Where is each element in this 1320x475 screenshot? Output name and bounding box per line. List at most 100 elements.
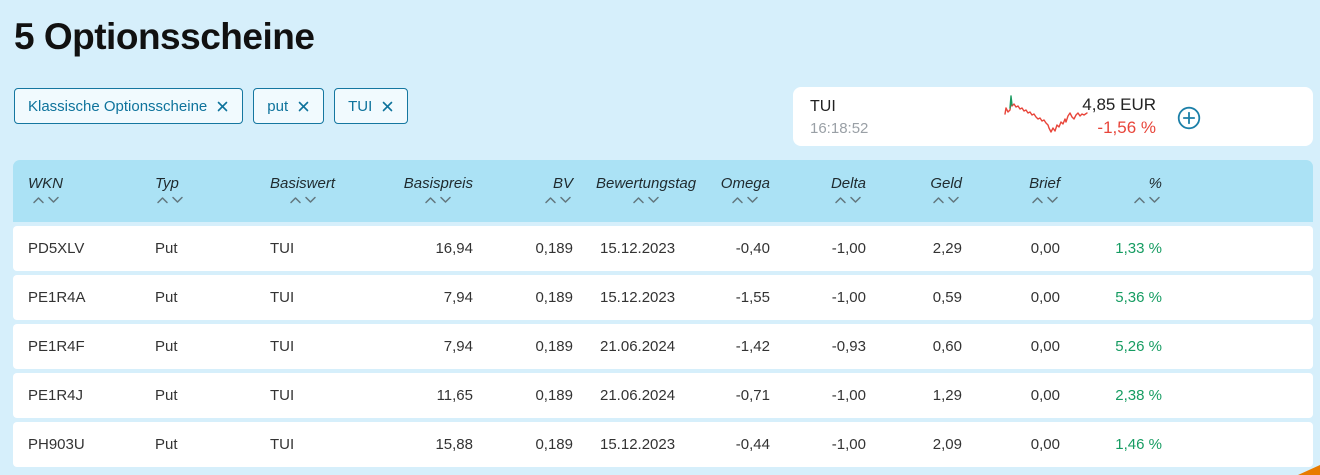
cell-wkn: PE1R4F <box>13 324 140 369</box>
add-to-watchlist-icon[interactable] <box>1177 106 1201 130</box>
cell-wkn: PE1R4J <box>13 373 140 418</box>
cell-empty <box>1174 422 1313 467</box>
sort-icons[interactable] <box>404 196 473 204</box>
underlying-quote-card[interactable]: TUI 16:18:52 4,85 EUR -1,56 % <box>793 87 1313 146</box>
filter-chip-tui[interactable]: TUI <box>334 88 409 124</box>
remove-filter-icon[interactable] <box>216 100 229 113</box>
cell-brief: 0,00 <box>974 275 1072 320</box>
cell-geld: 2,29 <box>878 226 974 271</box>
cell-delta: -1,00 <box>782 275 878 320</box>
cell-bewertungstag: 21.06.2024 <box>585 324 707 369</box>
cell-basiswert: TUI <box>255 275 390 320</box>
cell-basispreis: 7,94 <box>390 275 485 320</box>
cell-bv: 0,189 <box>485 373 585 418</box>
quote-price: 4,85 EUR <box>1082 95 1156 114</box>
cell-percent: 5,36 % <box>1072 275 1174 320</box>
cell-basiswert: TUI <box>255 373 390 418</box>
cell-wkn: PE1R4A <box>13 275 140 320</box>
sort-icons[interactable] <box>1132 196 1162 204</box>
cell-delta: -1,00 <box>782 422 878 467</box>
options-table: WKN Typ Basiswert Basispreis BV Bewertun… <box>13 156 1313 471</box>
table-row[interactable]: PE1R4J Put TUI 11,65 0,189 21.06.2024 -0… <box>13 373 1313 418</box>
page-title: 5 Optionsscheine <box>14 16 315 57</box>
cell-omega: -1,55 <box>707 275 782 320</box>
sort-icons[interactable] <box>543 196 573 204</box>
cell-typ: Put <box>140 275 255 320</box>
cell-bv: 0,189 <box>485 226 585 271</box>
quote-info: TUI 16:18:52 <box>810 95 868 140</box>
cell-delta: -0,93 <box>782 324 878 369</box>
quote-name: TUI <box>810 98 836 115</box>
cell-bewertungstag: 15.12.2023 <box>585 275 707 320</box>
column-header-omega[interactable]: Omega <box>707 160 782 222</box>
table-row[interactable]: PH903U Put TUI 15,88 0,189 15.12.2023 -0… <box>13 422 1313 467</box>
sort-icons[interactable] <box>28 196 63 204</box>
feedback-button-partial[interactable] <box>1298 465 1320 475</box>
cell-brief: 0,00 <box>974 373 1072 418</box>
cell-bv: 0,189 <box>485 324 585 369</box>
sort-icons[interactable] <box>270 196 335 204</box>
cell-empty <box>1174 373 1313 418</box>
filter-chip-klassische-optionsscheine[interactable]: Klassische Optionsscheine <box>14 88 244 124</box>
sort-icons[interactable] <box>721 196 770 204</box>
remove-filter-icon[interactable] <box>381 100 394 113</box>
table-row[interactable]: PD5XLV Put TUI 16,94 0,189 15.12.2023 -0… <box>13 226 1313 271</box>
cell-geld: 1,29 <box>878 373 974 418</box>
cell-delta: -1,00 <box>782 226 878 271</box>
quote-change: -1,56 % <box>1097 117 1156 137</box>
sort-icons[interactable] <box>831 196 866 204</box>
column-header-geld[interactable]: Geld <box>878 160 974 222</box>
sparkline-red-line <box>1004 101 1088 133</box>
column-header-bewertungstag[interactable]: Bewertungstag <box>585 160 707 222</box>
cell-brief: 0,00 <box>974 226 1072 271</box>
column-header-bv[interactable]: BV <box>485 160 585 222</box>
cell-typ: Put <box>140 226 255 271</box>
cell-typ: Put <box>140 422 255 467</box>
column-header-brief[interactable]: Brief <box>974 160 1072 222</box>
table-row[interactable]: PE1R4A Put TUI 7,94 0,189 15.12.2023 -1,… <box>13 275 1313 320</box>
cell-geld: 2,09 <box>878 422 974 467</box>
cell-percent: 1,33 % <box>1072 226 1174 271</box>
cell-omega: -1,42 <box>707 324 782 369</box>
column-header-delta[interactable]: Delta <box>782 160 878 222</box>
sort-icons[interactable] <box>1029 196 1060 204</box>
cell-brief: 0,00 <box>974 422 1072 467</box>
filter-chips: Klassische Optionsscheine put TUI <box>14 88 409 124</box>
cell-bewertungstag: 15.12.2023 <box>585 226 707 271</box>
column-header-percent[interactable]: % <box>1072 160 1174 222</box>
cell-basispreis: 7,94 <box>390 324 485 369</box>
remove-filter-icon[interactable] <box>297 100 310 113</box>
sparkline-chart <box>1004 95 1088 133</box>
sort-icons[interactable] <box>596 196 696 204</box>
cell-typ: Put <box>140 373 255 418</box>
quote-price-block: 4,85 EUR -1,56 % <box>1082 94 1156 140</box>
cell-bv: 0,189 <box>485 422 585 467</box>
column-header-wkn[interactable]: WKN <box>13 160 140 222</box>
sort-icons[interactable] <box>930 196 962 204</box>
cell-wkn: PD5XLV <box>13 226 140 271</box>
table-header-row: WKN Typ Basiswert Basispreis BV Bewertun… <box>13 160 1313 222</box>
quote-time: 16:18:52 <box>810 120 869 138</box>
cell-empty <box>1174 324 1313 369</box>
cell-typ: Put <box>140 324 255 369</box>
cell-brief: 0,00 <box>974 324 1072 369</box>
filter-chip-label: Klassische Optionsscheine <box>28 97 208 115</box>
filter-chip-put[interactable]: put <box>253 88 325 124</box>
cell-basiswert: TUI <box>255 324 390 369</box>
cell-omega: -0,71 <box>707 373 782 418</box>
column-header-basiswert[interactable]: Basiswert <box>255 160 390 222</box>
cell-geld: 0,59 <box>878 275 974 320</box>
sparkline-green-segment <box>1009 95 1013 109</box>
cell-basiswert: TUI <box>255 422 390 467</box>
cell-basispreis: 11,65 <box>390 373 485 418</box>
cell-wkn: PH903U <box>13 422 140 467</box>
table-row[interactable]: PE1R4F Put TUI 7,94 0,189 21.06.2024 -1,… <box>13 324 1313 369</box>
column-header-basispreis[interactable]: Basispreis <box>390 160 485 222</box>
sort-icons[interactable] <box>155 196 185 204</box>
cell-bewertungstag: 21.06.2024 <box>585 373 707 418</box>
column-header-typ[interactable]: Typ <box>140 160 255 222</box>
filter-chip-label: put <box>267 97 289 115</box>
cell-basiswert: TUI <box>255 226 390 271</box>
cell-percent: 1,46 % <box>1072 422 1174 467</box>
cell-empty <box>1174 275 1313 320</box>
